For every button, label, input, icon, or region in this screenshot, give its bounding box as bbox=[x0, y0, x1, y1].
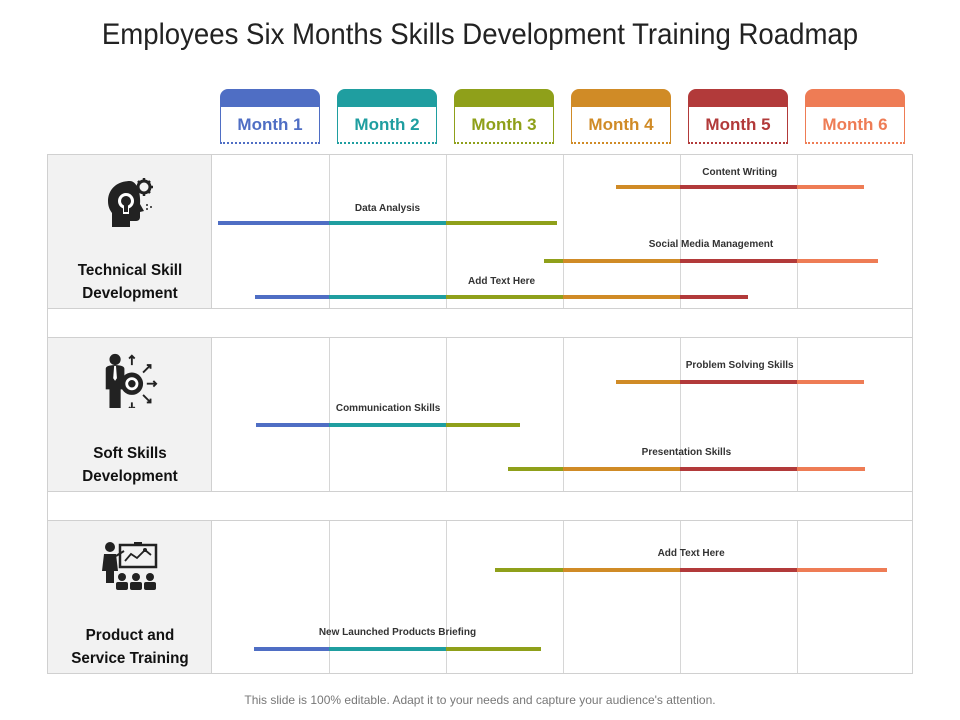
month-tab-cap bbox=[688, 89, 788, 109]
bar-segment bbox=[797, 568, 888, 572]
bar-segment bbox=[680, 467, 797, 471]
bar-segment bbox=[563, 259, 680, 263]
month-label: Month 6 bbox=[805, 106, 905, 144]
row-label-line1: Technical Skill bbox=[77, 262, 183, 279]
month-tab-cap bbox=[805, 89, 905, 109]
footer-note: This slide is 100% editable. Adapt it to… bbox=[244, 693, 716, 707]
row-label-cell: Technical Skill Development bbox=[48, 155, 212, 308]
month-tab-cap bbox=[337, 89, 437, 109]
month-tab: Month 5 bbox=[688, 89, 788, 145]
bar-segment bbox=[508, 467, 563, 471]
month-divider bbox=[797, 155, 798, 308]
month-tab: Month 2 bbox=[337, 89, 437, 145]
bar-segment bbox=[680, 380, 797, 384]
bar-segment bbox=[680, 259, 797, 263]
row-label-line2: Service Training bbox=[71, 650, 189, 667]
bar-segment bbox=[797, 380, 864, 384]
bar-segment bbox=[563, 295, 680, 299]
bar-segment bbox=[495, 568, 563, 572]
month-tab: Month 6 bbox=[805, 89, 905, 145]
row-spacer bbox=[47, 492, 913, 520]
row-label-line2: Development bbox=[82, 285, 178, 302]
bar-segment bbox=[446, 423, 520, 427]
row-label-line1: Product and bbox=[85, 627, 175, 644]
row-label-line2: Development bbox=[82, 468, 178, 485]
bar-segment bbox=[563, 467, 680, 471]
businessman-target-icon bbox=[105, 353, 158, 408]
month-label: Month 5 bbox=[688, 106, 788, 144]
bar-label: Content Writing bbox=[702, 167, 778, 178]
month-divider bbox=[329, 338, 330, 491]
bar-label: Add Text Here bbox=[468, 276, 536, 287]
bar-segment bbox=[217, 221, 329, 225]
month-divider bbox=[563, 338, 564, 491]
bar-segment bbox=[797, 259, 878, 263]
month-divider bbox=[797, 338, 798, 491]
roadmap-row-technical: Technical Skill Development Content Writ… bbox=[47, 154, 913, 309]
month-divider bbox=[563, 521, 564, 673]
bar-segment bbox=[797, 185, 864, 189]
month-tab: Month 3 bbox=[454, 89, 554, 145]
bar-segment bbox=[329, 423, 446, 427]
month-divider bbox=[446, 338, 447, 491]
month-label: Month 4 bbox=[571, 106, 671, 144]
month-divider bbox=[329, 521, 330, 673]
bar-segment bbox=[446, 295, 563, 299]
bar-segment bbox=[329, 647, 446, 651]
month-divider bbox=[680, 338, 681, 491]
row-label-cell: Product and Service Training bbox=[48, 521, 212, 673]
bar-segment bbox=[563, 568, 680, 572]
bar-segment bbox=[446, 647, 541, 651]
month-divider bbox=[446, 521, 447, 673]
month-divider bbox=[797, 521, 798, 673]
bar-segment bbox=[256, 423, 329, 427]
bar-label: Data Analysis bbox=[354, 203, 421, 214]
bar-label: Problem Solving Skills bbox=[685, 360, 794, 371]
month-label: Month 3 bbox=[454, 106, 554, 144]
bar-segment bbox=[615, 185, 680, 189]
brain-gear-icon bbox=[108, 178, 153, 227]
month-tab: Month 1 bbox=[220, 89, 320, 145]
bar-label: Social Media Management bbox=[648, 239, 774, 250]
month-divider bbox=[680, 155, 681, 308]
presentation-audience-icon bbox=[102, 542, 158, 590]
roadmap-grid: Technical Skill Development Content Writ… bbox=[47, 154, 913, 674]
bar-segment bbox=[797, 467, 865, 471]
bar-segment bbox=[446, 221, 558, 225]
month-label: Month 1 bbox=[220, 106, 320, 144]
month-tab-cap bbox=[571, 89, 671, 109]
month-label: Month 2 bbox=[337, 106, 437, 144]
month-divider bbox=[680, 521, 681, 673]
month-tab: Month 4 bbox=[571, 89, 671, 145]
bar-segment bbox=[680, 568, 797, 572]
roadmap-row-product-training: Product and Service Training Add Text He… bbox=[47, 520, 913, 674]
bar-label: Presentation Skills bbox=[641, 447, 732, 458]
bar-segment bbox=[329, 221, 446, 225]
bar-label: Communication Skills bbox=[335, 403, 441, 414]
bar-segment bbox=[615, 380, 680, 384]
row-spacer bbox=[47, 309, 913, 337]
page-title: Employees Six Months Skills Development … bbox=[101, 18, 859, 51]
month-tab-cap bbox=[220, 89, 320, 109]
bar-label: New Launched Products Briefing bbox=[318, 627, 477, 638]
bar-segment bbox=[329, 295, 446, 299]
month-tab-cap bbox=[454, 89, 554, 109]
row-label-cell: Soft Skills Development bbox=[48, 338, 212, 491]
bar-segment bbox=[254, 647, 329, 651]
month-divider bbox=[446, 155, 447, 308]
bar-label: Add Text Here bbox=[657, 548, 725, 559]
bar-segment bbox=[255, 295, 329, 299]
roadmap-row-soft-skills: Soft Skills Development Problem Solving … bbox=[47, 337, 913, 492]
month-divider bbox=[563, 155, 564, 308]
bar-segment bbox=[680, 185, 797, 189]
bar-segment bbox=[544, 259, 563, 263]
month-divider bbox=[329, 155, 330, 308]
row-label-line1: Soft Skills bbox=[93, 445, 167, 462]
bar-segment bbox=[680, 295, 748, 299]
